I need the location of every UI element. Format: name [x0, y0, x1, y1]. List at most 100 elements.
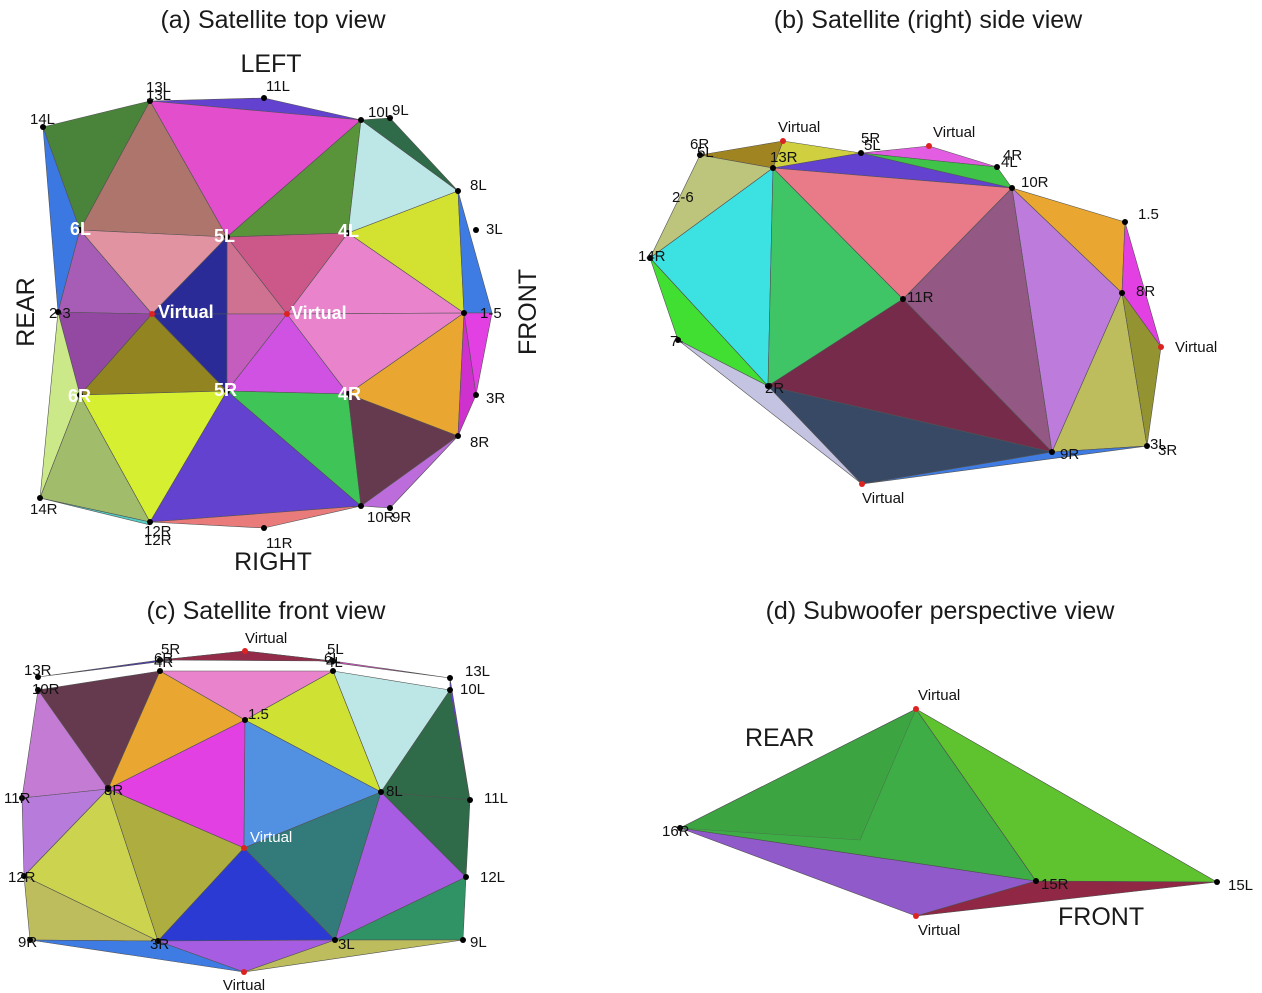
- face: [449, 677, 471, 801]
- vertex-label: 8L: [386, 783, 403, 800]
- face: [915, 708, 1218, 883]
- vertex: [261, 525, 267, 531]
- vertex: [697, 152, 703, 158]
- vertex-label: 11R: [4, 790, 31, 807]
- virtual-vertex: [926, 143, 932, 149]
- face: [159, 650, 334, 662]
- vertex-label: Virtual: [933, 124, 975, 141]
- virtual-vertex: [1158, 344, 1164, 350]
- vertex: [157, 657, 163, 663]
- vertex: [242, 717, 248, 723]
- face: [860, 152, 1013, 189]
- vertex: [157, 668, 163, 674]
- vertex: [35, 687, 41, 693]
- vertex: [1033, 878, 1039, 884]
- vertex: [224, 388, 230, 394]
- vertex: [387, 115, 393, 121]
- panel-d-vertex-labels: Virtual 16R 15R 15L Virtual: [662, 687, 1253, 939]
- vertex-label: 3L: [1150, 436, 1167, 453]
- vertex-label: 10R: [1021, 174, 1049, 191]
- vertex: [467, 797, 473, 803]
- face: [457, 190, 493, 314]
- vertex-label: 4L: [326, 654, 343, 671]
- vertex: [473, 392, 479, 398]
- vertex: [19, 795, 25, 801]
- vertex: [460, 937, 466, 943]
- panel-b-polyhedron: [649, 140, 1162, 485]
- vertex-label: 1.5: [248, 706, 269, 723]
- vertex: [858, 150, 864, 156]
- vertex: [27, 937, 33, 943]
- face: [380, 791, 471, 878]
- vertex-label: 6L: [70, 219, 91, 239]
- vertex-label: 12R: [144, 523, 172, 540]
- panel-c-front-view: (c) Satellite front view: [4, 597, 508, 993]
- vertex: [147, 98, 153, 104]
- vertex: [105, 786, 111, 792]
- vertex: [1214, 879, 1220, 885]
- vertex-label: 13R: [770, 149, 798, 166]
- vertex: [447, 675, 453, 681]
- vertex-label: 5L: [864, 137, 881, 154]
- vertex-label: Virtual: [245, 630, 287, 647]
- vertex-label: 16R: [662, 823, 690, 840]
- vertex: [473, 227, 479, 233]
- vertex: [1119, 290, 1125, 296]
- vertex-label: 13L: [146, 87, 171, 104]
- vertex-label: 15L: [1228, 877, 1253, 894]
- vertex: [37, 495, 43, 501]
- vertex: [35, 674, 41, 680]
- vertex-label: Virtual: [862, 490, 904, 507]
- panel-b-title: (b) Satellite (right) side view: [774, 6, 1083, 34]
- vertex-label: 4L: [338, 221, 359, 241]
- vertex-label: Virtual: [291, 303, 347, 323]
- vertex-label: 9R: [1060, 446, 1079, 463]
- vertex-label: 6R: [690, 136, 709, 153]
- panel-c-vertex-labels: 5R Virtual 5L 6R 4R 6L 4L 13R 13L 10R 10…: [4, 630, 508, 993]
- virtual-vertex: [241, 845, 247, 851]
- vertex-label: 5L: [327, 641, 344, 658]
- panel-b-vertex-labels: Virtual Virtual 6R 5L 5R 5L 4R 4L 13R 10…: [638, 119, 1217, 507]
- vertex-label: Virtual: [158, 302, 214, 322]
- vertex-label: Virtual: [918, 687, 960, 704]
- vertex-label: Virtual: [223, 977, 265, 993]
- vertex-label: 9L: [470, 934, 487, 951]
- vertex: [332, 937, 338, 943]
- panel-d-polyhedron: [679, 708, 1218, 917]
- face: [1121, 292, 1162, 447]
- face: [243, 939, 464, 973]
- vertex: [77, 227, 83, 233]
- vertex-label: 4R: [338, 384, 361, 404]
- vertex-label: 11L: [484, 790, 508, 807]
- vertex: [358, 503, 364, 509]
- vertex: [1144, 443, 1150, 449]
- vertex-label: 15R: [1041, 876, 1069, 893]
- virtual-vertex: [149, 311, 155, 317]
- panel-a-left-label: LEFT: [240, 50, 301, 78]
- vertex-label: 9L: [392, 102, 409, 119]
- panel-b-vertices: [647, 138, 1164, 487]
- vertex-label: 6L: [324, 650, 341, 667]
- vertex-label: 14R: [638, 248, 666, 265]
- face: [679, 708, 917, 841]
- vertex: [40, 124, 46, 130]
- panel-d-subwoofer-view: (d) Subwoofer perspective view REAR FRON…: [662, 597, 1253, 939]
- vertex: [21, 873, 27, 879]
- vertex-label: Virtual: [1175, 339, 1217, 356]
- vertex-label: 4R: [154, 654, 173, 671]
- vertex: [358, 117, 364, 123]
- vertex-label: 3R: [486, 390, 505, 407]
- vertex-label: 2R: [765, 380, 784, 397]
- vertex: [378, 789, 384, 795]
- vertex-label: Virtual: [250, 829, 292, 846]
- vertex: [455, 433, 461, 439]
- virtual-vertex: [859, 481, 865, 487]
- panel-a-front-label: FRONT: [514, 269, 542, 355]
- vertex: [147, 519, 153, 525]
- vertex-label: 7-: [670, 333, 683, 350]
- vertex-label: 4L: [1001, 154, 1018, 171]
- panel-a-rear-label: REAR: [12, 277, 40, 346]
- panel-c-title: (c) Satellite front view: [147, 597, 387, 625]
- vertex: [447, 687, 453, 693]
